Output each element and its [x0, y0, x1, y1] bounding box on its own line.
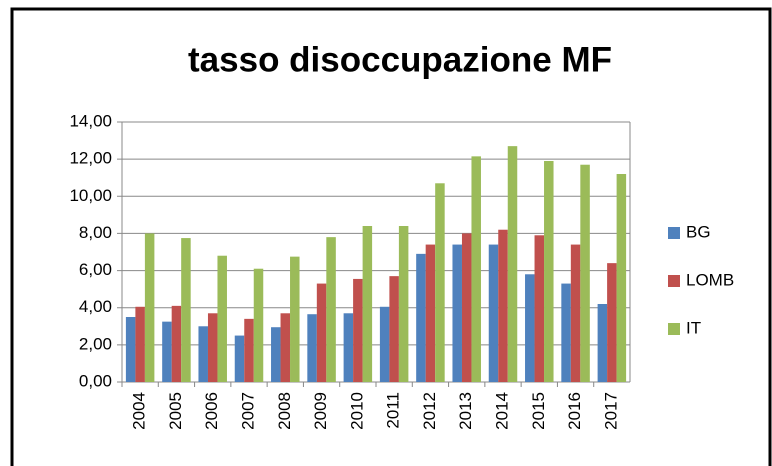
bar	[144, 233, 155, 382]
y-tick-label: 10,00	[69, 186, 112, 205]
bar	[353, 278, 363, 382]
x-tick-label: 2014	[492, 392, 511, 430]
bar	[135, 306, 145, 382]
bar	[181, 238, 191, 382]
x-tick-label: 2011	[384, 392, 403, 429]
bar	[271, 327, 281, 382]
bar	[398, 226, 409, 382]
y-tick-label: 4,00	[79, 297, 112, 316]
bar	[307, 314, 317, 382]
bar	[343, 313, 354, 382]
bar	[253, 268, 264, 382]
bar	[280, 313, 291, 382]
x-tick-label: 2015	[529, 392, 548, 430]
x-tick-label: 2013	[456, 392, 475, 430]
legend-swatch	[668, 227, 680, 239]
bar	[561, 283, 571, 382]
bar	[379, 306, 390, 382]
bar	[544, 161, 554, 382]
bar	[507, 146, 518, 382]
x-tick-label: 2016	[565, 392, 584, 430]
bar	[316, 283, 327, 382]
legend-swatch	[668, 323, 680, 335]
y-tick-label: 2,00	[79, 334, 112, 353]
bar	[607, 263, 617, 382]
bar	[207, 313, 218, 382]
bar	[498, 229, 508, 382]
bar	[171, 305, 182, 382]
bar	[362, 226, 373, 382]
bar	[452, 244, 462, 382]
legend-label: LOMB	[686, 270, 734, 289]
bar	[125, 317, 136, 382]
chart-title: tasso disoccupazione MF	[188, 40, 612, 79]
y-tick-label: 8,00	[79, 223, 112, 242]
x-tick-label: 2008	[275, 392, 294, 430]
bar	[435, 183, 445, 382]
bar	[616, 174, 627, 382]
legend-label: BG	[686, 222, 711, 241]
bar	[597, 304, 608, 382]
bar	[326, 237, 336, 382]
x-tick-label: 2012	[420, 392, 439, 430]
bar	[162, 321, 172, 382]
legend-swatch	[668, 275, 680, 287]
bar	[580, 164, 590, 382]
bar	[471, 156, 481, 382]
bar	[534, 235, 545, 382]
chart-border	[10, 7, 772, 466]
bar	[416, 253, 426, 382]
bar	[290, 256, 300, 382]
y-tick-label: 6,00	[79, 260, 112, 279]
bar	[461, 233, 472, 382]
bar	[570, 244, 581, 382]
bar	[488, 244, 499, 382]
legend-label: IT	[686, 318, 701, 337]
bar	[244, 318, 254, 382]
bar	[234, 335, 245, 382]
x-tick-label: 2009	[311, 392, 330, 430]
x-tick-label: 2006	[202, 392, 221, 430]
bar	[217, 255, 227, 382]
x-tick-label: 2010	[347, 392, 366, 430]
y-tick-label: 0,00	[79, 371, 112, 390]
bar	[389, 276, 399, 382]
bar	[525, 274, 535, 382]
x-tick-label: 2007	[238, 392, 257, 430]
x-tick-label: 2005	[166, 392, 185, 430]
x-tick-label: 2004	[130, 392, 149, 430]
y-tick-label: 14,00	[69, 111, 112, 130]
bar	[425, 244, 436, 382]
x-tick-label: 2017	[601, 392, 620, 430]
y-tick-label: 12,00	[69, 149, 112, 168]
bar	[198, 326, 208, 382]
